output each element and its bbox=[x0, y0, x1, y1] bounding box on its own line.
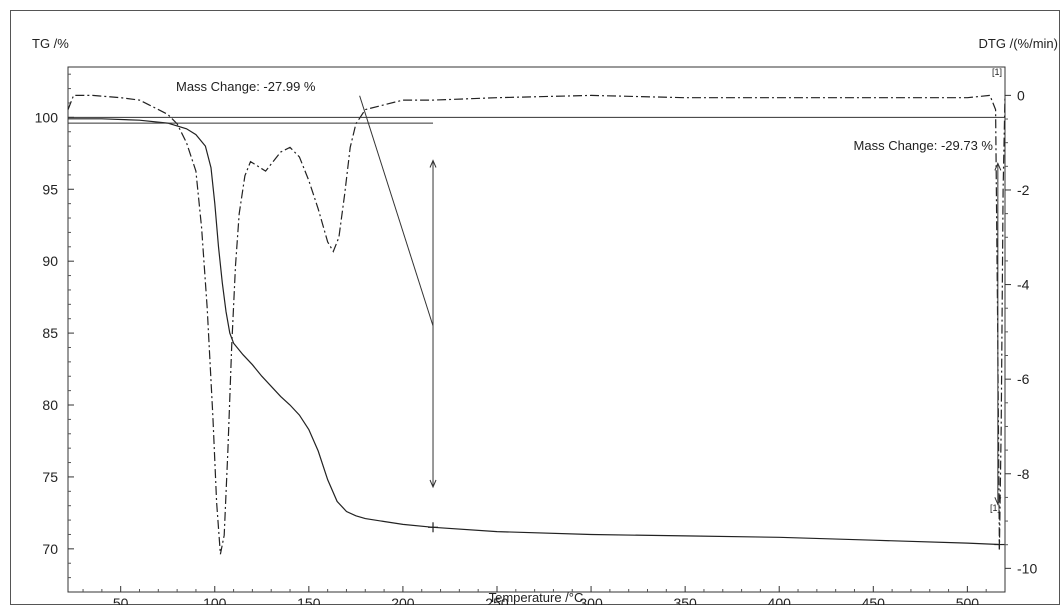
mass-change-arrow-1-head-bottom bbox=[429, 479, 437, 489]
y-left-tick-label: 85 bbox=[42, 325, 58, 341]
y-left-tick-label: 70 bbox=[42, 541, 58, 557]
outer-frame bbox=[10, 10, 1060, 605]
x-tick-label: 150 bbox=[297, 595, 321, 605]
tick-labels: 50 100 150 200 250 300 350 400 450 500 70 75 80 85 90 9… bbox=[35, 87, 1038, 605]
x-axis-title: Temperature /°C bbox=[489, 590, 584, 605]
y-left-tick-label: 100 bbox=[35, 109, 59, 125]
y-left-tick-label: 80 bbox=[42, 397, 58, 413]
x-tick-label: 50 bbox=[113, 595, 129, 605]
y-right-tick-label: -6 bbox=[1017, 371, 1030, 387]
x-tick-label: 250 bbox=[485, 595, 509, 605]
mass-change-arrow-2-head-top bbox=[994, 162, 1002, 171]
y-left-tick-label: 95 bbox=[42, 181, 58, 197]
y-right-tick-label: 0 bbox=[1017, 87, 1025, 103]
mass-change-leader-1 bbox=[359, 95, 434, 327]
x-tick-label: 350 bbox=[673, 595, 697, 605]
y-right-tick-label: -4 bbox=[1017, 277, 1030, 293]
marker-label-bottom: [1] bbox=[990, 503, 1000, 513]
axis-ticks bbox=[68, 73, 1011, 592]
marker-label-top: [1] bbox=[992, 67, 1002, 77]
y-right-axis-title: DTG /(%/min) bbox=[979, 36, 1058, 51]
plot-frame bbox=[67, 66, 1006, 593]
mass-change-label-1: Mass Change: -27.99 % bbox=[176, 79, 316, 94]
x-tick-label: 200 bbox=[391, 595, 415, 605]
tg-curve bbox=[68, 118, 1000, 546]
mass-change-label-2: Mass Change: -29.73 % bbox=[854, 138, 994, 153]
mass-change-arrow-2-head-bottom bbox=[994, 497, 1002, 506]
x-tick-label: 500 bbox=[956, 595, 980, 605]
annotation-layer bbox=[68, 95, 1005, 550]
x-tick-label: 300 bbox=[579, 595, 603, 605]
series-layer bbox=[67, 94, 1006, 555]
x-tick-label: 100 bbox=[203, 595, 227, 605]
mass-change-arrow-1-head-top bbox=[429, 159, 437, 168]
dtg-curve bbox=[67, 94, 1006, 555]
y-right-tick-label: -2 bbox=[1017, 182, 1030, 198]
y-left-tick-label: 90 bbox=[42, 253, 58, 269]
y-right-tick-label: -10 bbox=[1017, 560, 1037, 576]
y-left-axis-title: TG /% bbox=[32, 36, 69, 51]
y-left-tick-label: 75 bbox=[42, 469, 58, 485]
x-tick-label: 400 bbox=[768, 595, 792, 605]
x-tick-label: 450 bbox=[862, 595, 886, 605]
y-right-tick-label: -8 bbox=[1017, 466, 1030, 482]
